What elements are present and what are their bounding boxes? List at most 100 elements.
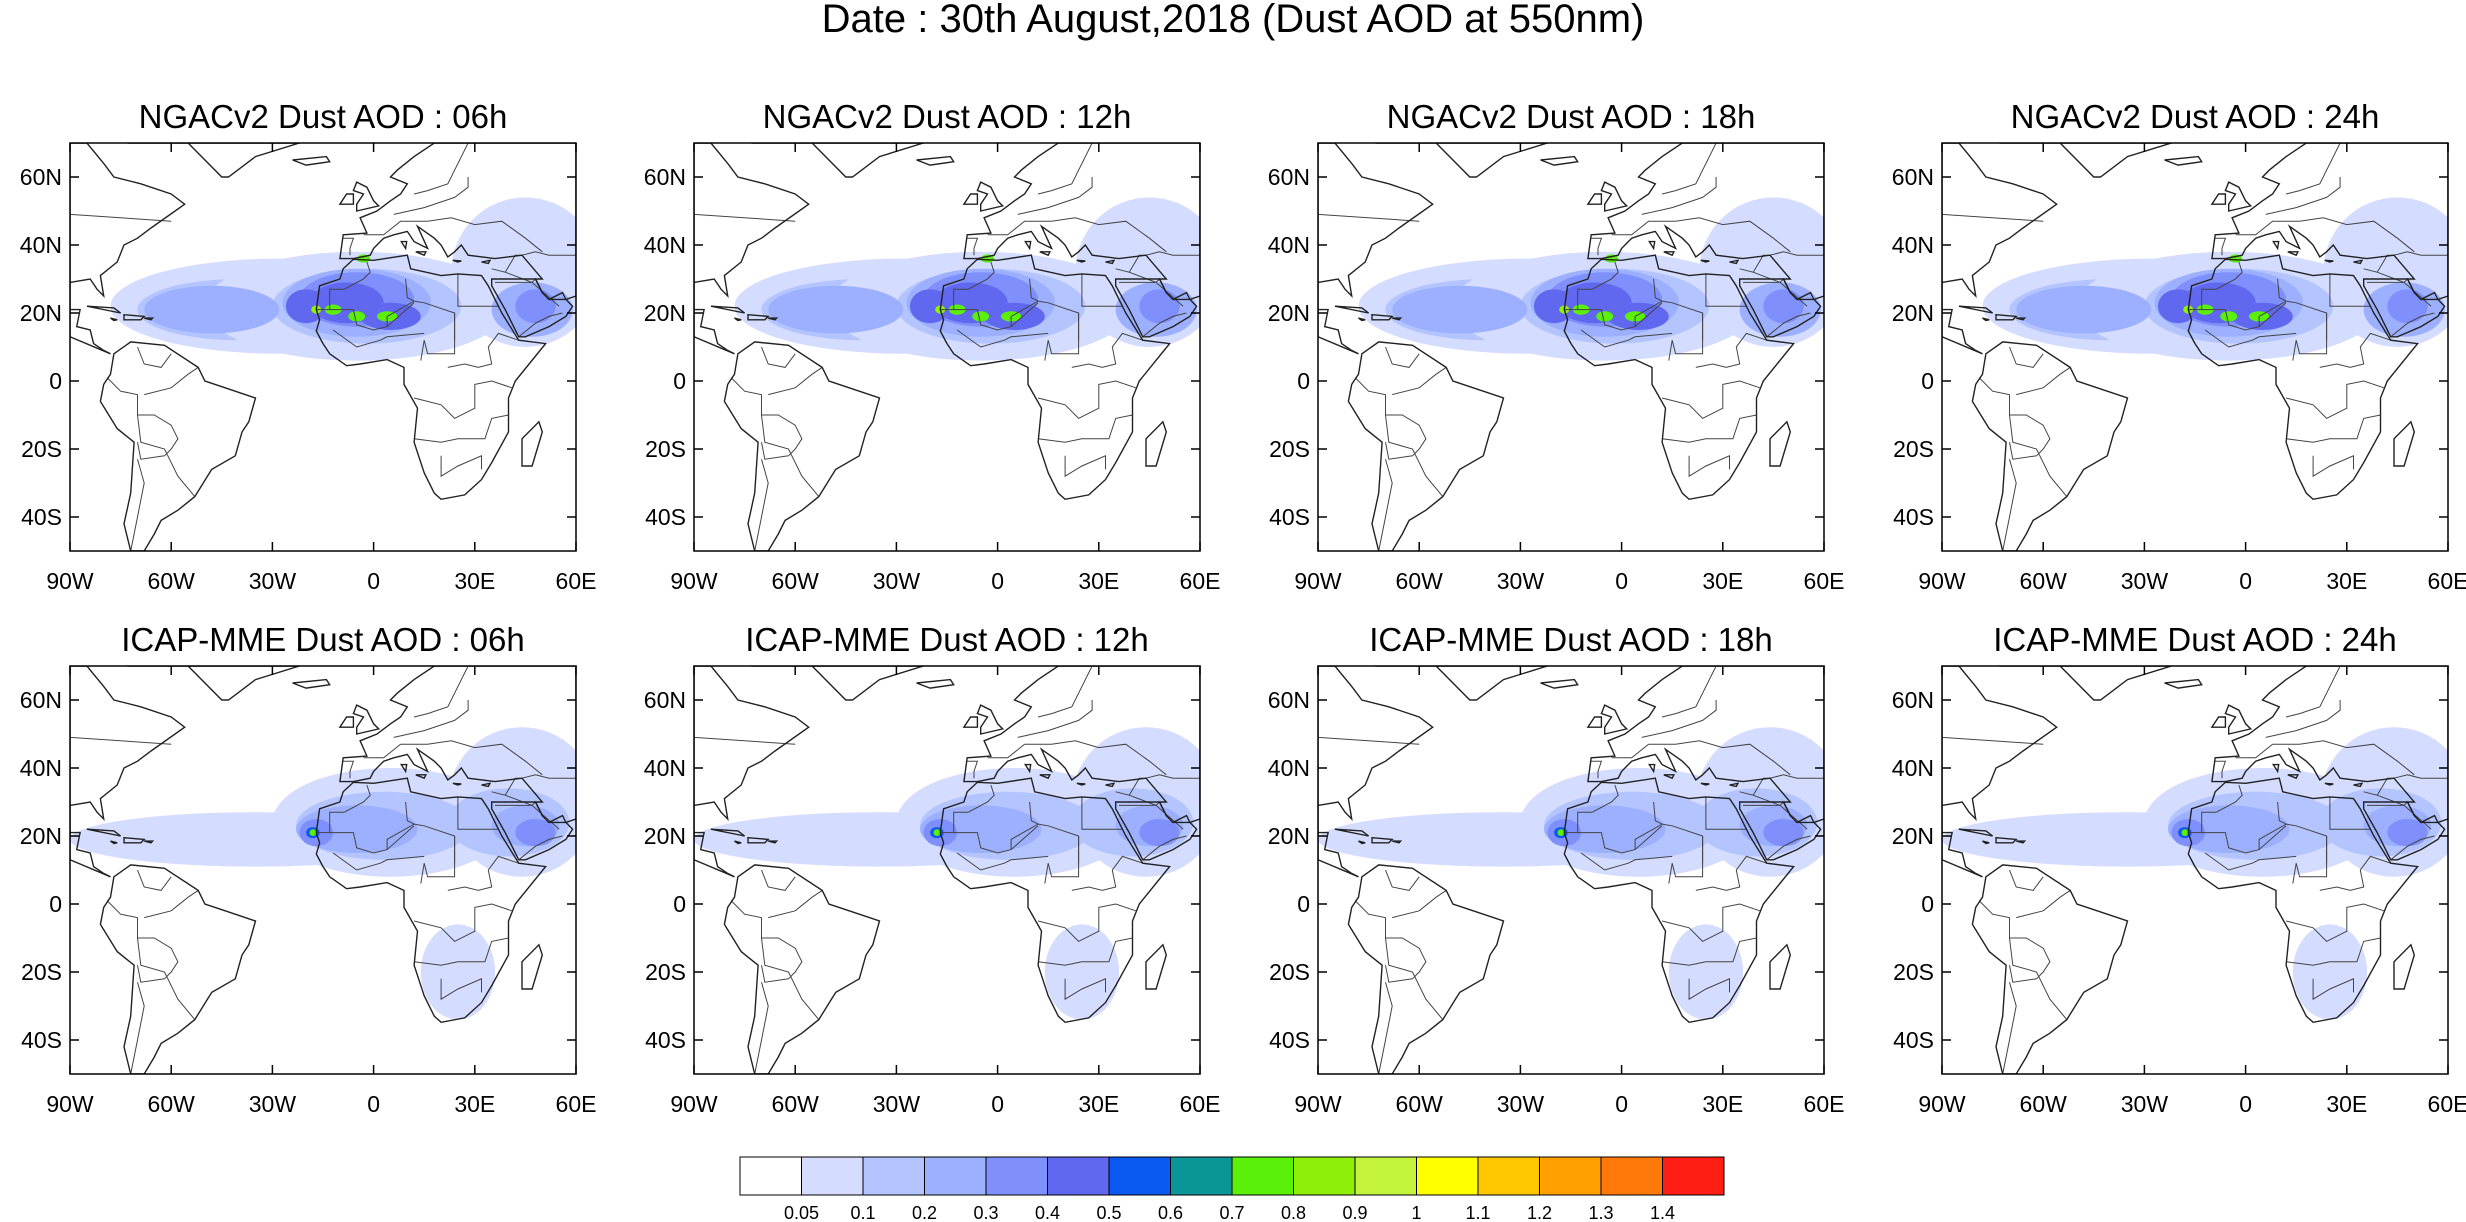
country-border (447, 332, 519, 368)
colorbar-label: 1 (1411, 1203, 1421, 1222)
map-panel: ICAP-MME Dust AOD : 24h 90W 60W 30W 0 30E 60E 6… (1892, 621, 2466, 1117)
country-border (1064, 455, 1106, 478)
x-tick-label: 0 (1615, 1091, 1628, 1117)
country-border (343, 760, 355, 779)
coastline (734, 840, 742, 845)
coastline (734, 317, 742, 322)
country-border (1318, 213, 1420, 222)
x-tick-label: 60W (1396, 568, 1444, 594)
colorbar-swatch (1293, 1156, 1356, 1196)
x-tick-label: 0 (367, 568, 380, 594)
coastline (1375, 666, 1548, 701)
y-tick-label: 0 (49, 368, 62, 394)
y-tick-label: 0 (49, 891, 62, 917)
country-border (1688, 455, 1730, 478)
country-border (440, 455, 482, 478)
country-border (1661, 380, 1761, 420)
coastline (1995, 313, 2018, 321)
panel-title: ICAP-MME Dust AOD : 06h (121, 621, 524, 658)
country-border (1662, 937, 1757, 966)
y-tick-label: 0 (1297, 368, 1310, 394)
map-panel: NGACv2 Dust AOD : 12h 90W 60W 30W 0 30E 60E 60N… (644, 98, 1221, 594)
coastline (2164, 678, 2203, 689)
coastline (962, 193, 979, 205)
country-border (457, 796, 499, 830)
coastline (70, 143, 186, 355)
country-border (953, 825, 1039, 854)
x-tick-label: 60W (148, 568, 196, 594)
country-border (1037, 666, 1093, 718)
coastline (315, 254, 547, 501)
country-border (1661, 666, 1717, 718)
coastline (747, 313, 770, 321)
coastline (768, 317, 779, 321)
coastline (2363, 278, 2446, 338)
country-border (405, 801, 415, 825)
country-border (1385, 937, 1427, 983)
x-tick-label: 60W (772, 1091, 820, 1117)
coastline (521, 420, 544, 467)
country-border (1695, 332, 1767, 368)
country-border (2216, 784, 2243, 813)
country-border (1385, 414, 1427, 460)
country-border (2216, 261, 2243, 290)
country-border (106, 900, 196, 1020)
x-tick-label: 0 (367, 1091, 380, 1117)
x-tick-label: 90W (46, 1091, 94, 1117)
dust-contour (348, 311, 366, 322)
coastline (1663, 774, 1676, 780)
dust-contour (2387, 819, 2428, 847)
x-tick-label: 0 (2239, 568, 2252, 594)
dust-field (694, 666, 1200, 1074)
country-border (329, 825, 415, 854)
map-panel: NGACv2 Dust AOD : 06h 90W 60W 30W 0 30E 60E 60N… (20, 98, 597, 594)
coastline (1334, 828, 1370, 837)
coastline (2393, 943, 2416, 990)
country-border (730, 377, 820, 497)
country-border (332, 852, 425, 871)
x-tick-label: 60E (556, 1091, 597, 1117)
country-border (2009, 869, 2044, 891)
coastline (723, 341, 881, 551)
country-border (1661, 143, 1717, 195)
y-tick-label: 40N (20, 232, 62, 258)
y-tick-label: 20S (21, 959, 62, 985)
coastline (916, 155, 955, 166)
dust-contour (1557, 829, 1565, 836)
y-tick-label: 20N (20, 823, 62, 849)
dust-contour (2016, 285, 2152, 334)
colorbar: 0.05 0.1 0.2 0.3 0.4 0.5 0.6 0.7 0.8 0.9 1 1.1 1.2 1.… (739, 1156, 1725, 1222)
country-border (2390, 835, 2435, 861)
coastline (1982, 840, 1990, 845)
coastline (1024, 240, 1032, 251)
y-tick-label: 20S (1269, 959, 1310, 985)
y-tick-label: 60N (644, 164, 686, 190)
coastline (1039, 251, 1052, 257)
dust-contour (972, 311, 990, 322)
country-border (1227, 272, 1295, 292)
dust-field (1318, 666, 1824, 1074)
country-border (953, 302, 1039, 331)
country-border (1142, 835, 1187, 861)
coastline (939, 254, 1171, 501)
country-border (1354, 377, 1444, 497)
coastline (751, 666, 924, 701)
y-tick-label: 40N (20, 755, 62, 781)
dust-field (1942, 143, 2448, 551)
country-border (343, 237, 355, 256)
country-border (1378, 982, 1393, 1074)
dust-contour (515, 819, 556, 847)
coastline (2324, 259, 2334, 263)
country-border (2204, 852, 2297, 871)
country-border (316, 811, 345, 834)
coastline (1995, 836, 2018, 844)
country-border (1577, 825, 1663, 854)
x-tick-label: 30W (1497, 568, 1545, 594)
country-border (761, 414, 803, 460)
x-tick-label: 30W (249, 568, 297, 594)
country-border (1580, 329, 1673, 348)
country-border (363, 740, 543, 776)
colorbar-swatch (1539, 1156, 1602, 1196)
coastline (2272, 763, 2280, 774)
y-tick-label: 20S (1269, 436, 1310, 462)
